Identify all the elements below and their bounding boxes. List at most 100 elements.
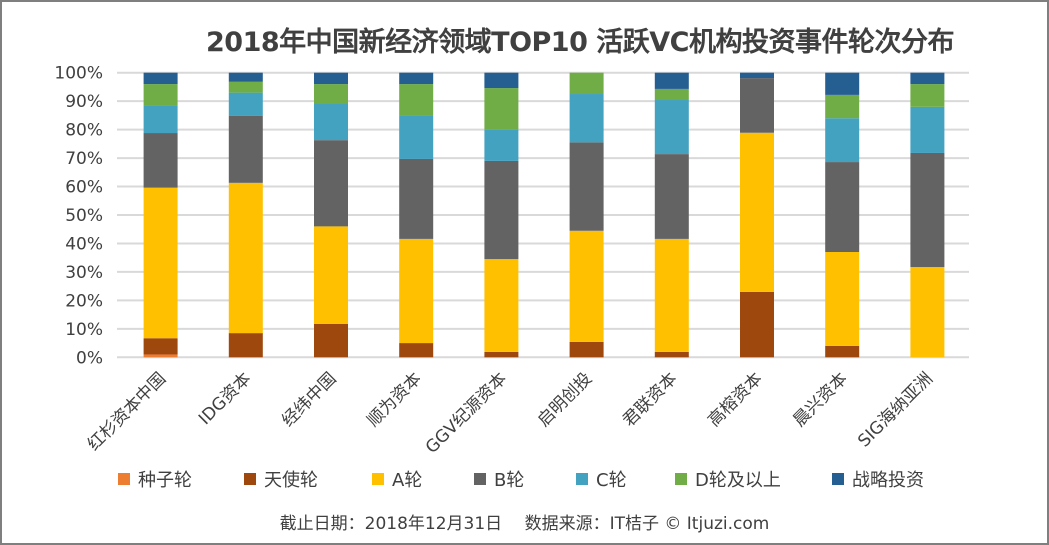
bar-stack bbox=[143, 72, 178, 358]
y-tick-label: 10% bbox=[65, 320, 103, 340]
bar-segment bbox=[910, 267, 945, 358]
bar-segment bbox=[825, 94, 860, 119]
bar-segment bbox=[740, 72, 774, 79]
bar-segment bbox=[910, 106, 945, 153]
bar-segment bbox=[910, 84, 945, 107]
legend-swatch bbox=[474, 473, 486, 485]
bar-segment bbox=[399, 115, 434, 159]
bar-stack bbox=[569, 72, 604, 358]
bar-segment bbox=[314, 84, 348, 105]
y-tick-label: 20% bbox=[65, 291, 103, 311]
bar-segment bbox=[484, 88, 519, 130]
bar-stack bbox=[228, 72, 263, 358]
y-tick-label: 90% bbox=[65, 92, 103, 112]
legend-item: 战略投资 bbox=[832, 466, 924, 492]
bar-segment bbox=[484, 160, 519, 260]
bar-segment bbox=[228, 92, 263, 116]
y-tick-label: 50% bbox=[65, 206, 103, 226]
y-axis: 0% 10% 20% 30% 40% 50% 60% 70% 80% 90% 100% bbox=[54, 64, 103, 369]
x-tick-label: 顺为资本 bbox=[364, 369, 426, 431]
bar-stack bbox=[910, 72, 945, 358]
bar-segment bbox=[143, 133, 178, 188]
bar-segment bbox=[484, 129, 519, 161]
bar-segment bbox=[825, 345, 860, 358]
legend-item: A轮 bbox=[372, 466, 422, 492]
bar-segment bbox=[143, 72, 178, 85]
bar-segment bbox=[228, 333, 263, 358]
x-tick-label: 晨兴资本 bbox=[790, 369, 852, 431]
bar-segment bbox=[910, 152, 945, 268]
bar-segment bbox=[228, 72, 263, 82]
bar-segment bbox=[569, 94, 604, 143]
bar-segment bbox=[825, 251, 860, 346]
y-tick-label: 30% bbox=[65, 263, 103, 283]
bar-segment bbox=[484, 259, 519, 352]
bar-stack bbox=[825, 72, 860, 358]
bar-segment bbox=[143, 84, 178, 106]
bar-segment bbox=[314, 140, 348, 227]
legend: 种子轮 天使轮 A轮 B轮 C轮 D轮及以上 战略投资 bbox=[0, 466, 1049, 494]
legend-item: B轮 bbox=[474, 466, 524, 492]
legend-item: 天使轮 bbox=[244, 466, 318, 492]
bar-segment bbox=[654, 238, 689, 352]
legend-swatch bbox=[118, 473, 130, 485]
legend-label: 战略投资 bbox=[852, 470, 924, 491]
legend-label: D轮及以上 bbox=[695, 470, 781, 491]
bar-segment bbox=[143, 187, 178, 339]
bar-stack bbox=[654, 72, 689, 358]
bar-segment bbox=[484, 351, 519, 358]
bar-segment bbox=[314, 324, 348, 358]
bar-stack bbox=[399, 72, 434, 358]
bar-segment bbox=[569, 230, 604, 342]
legend-swatch bbox=[244, 473, 256, 485]
bar-segment bbox=[314, 104, 348, 141]
bar-segment bbox=[314, 72, 348, 85]
bar-segment bbox=[654, 88, 689, 101]
bar-segment bbox=[654, 351, 689, 358]
bar-segment bbox=[399, 84, 434, 116]
bar-segment bbox=[569, 142, 604, 231]
bar-segment bbox=[143, 354, 178, 358]
y-tick-label: 70% bbox=[65, 149, 103, 169]
legend-swatch bbox=[675, 473, 687, 485]
bar-segment bbox=[228, 115, 263, 183]
bar-segment bbox=[825, 72, 860, 95]
x-tick-label: IDG资本 bbox=[195, 369, 255, 429]
bar-segment bbox=[910, 72, 945, 85]
bar-segment bbox=[228, 182, 263, 334]
bar-stack bbox=[740, 72, 774, 358]
bar-segment bbox=[228, 81, 263, 93]
legend-label: B轮 bbox=[494, 470, 525, 491]
y-tick-label: 40% bbox=[65, 234, 103, 254]
bar-segment bbox=[143, 338, 178, 355]
x-tick-label: 君联资本 bbox=[619, 369, 681, 431]
y-tick-label: 80% bbox=[65, 121, 103, 141]
bar-segment bbox=[654, 72, 689, 89]
legend-swatch bbox=[372, 473, 384, 485]
legend-label: A轮 bbox=[392, 470, 423, 491]
bar-segment bbox=[569, 72, 604, 95]
bar-segment bbox=[399, 238, 434, 344]
bar-segment bbox=[740, 78, 774, 133]
legend-label: 种子轮 bbox=[138, 470, 192, 491]
y-tick-label: 60% bbox=[65, 178, 103, 198]
bar-segment bbox=[399, 158, 434, 239]
source-footnote: 截止日期：2018年12月31日 数据来源：IT桔子 © Itjuzi.com bbox=[279, 514, 770, 534]
y-tick-label: 0% bbox=[76, 348, 103, 368]
y-tick-label: 100% bbox=[54, 64, 103, 84]
bar-segment bbox=[825, 118, 860, 163]
legend-swatch bbox=[576, 473, 588, 485]
chart-title: 2018年中国新经济领域TOP10 活跃VC机构投资事件轮次分布 bbox=[206, 27, 955, 58]
bar-segment bbox=[654, 100, 689, 155]
x-tick-label: 启明创投 bbox=[534, 369, 596, 431]
bar-segment bbox=[314, 226, 348, 325]
bar-segment bbox=[825, 162, 860, 252]
bar-segment bbox=[654, 154, 689, 239]
bar-segment bbox=[484, 72, 519, 89]
x-tick-label: 经纬中国 bbox=[278, 369, 340, 431]
legend-item: D轮及以上 bbox=[675, 466, 781, 492]
bar-segment bbox=[569, 341, 604, 358]
legend-item: C轮 bbox=[576, 466, 627, 492]
